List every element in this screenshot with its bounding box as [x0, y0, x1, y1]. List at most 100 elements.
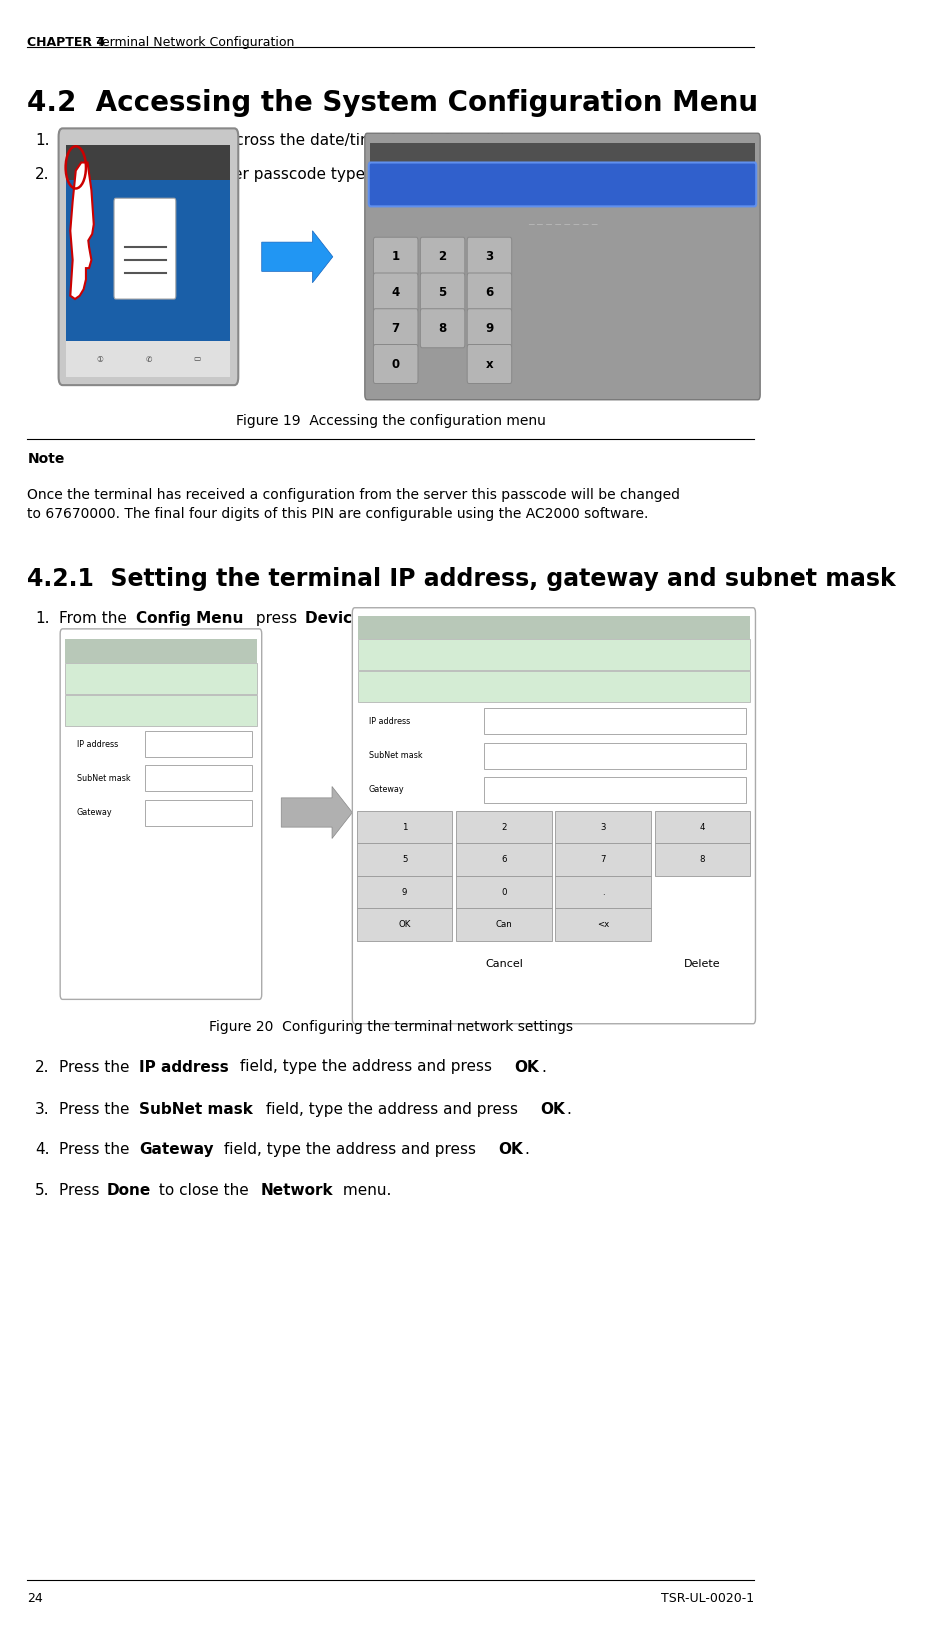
Text: .: . [602, 887, 604, 897]
Text: 2.: 2. [35, 167, 50, 182]
Text: 5.: 5. [35, 1183, 50, 1198]
FancyBboxPatch shape [374, 237, 418, 276]
Text: Can: Can [496, 920, 513, 929]
Bar [144, 800, 252, 826]
Text: OK: OK [540, 1102, 565, 1116]
Text: ^: ^ [246, 707, 252, 715]
Text: .: . [525, 1142, 530, 1157]
Text: to close the: to close the [154, 1183, 254, 1198]
Text: SubNet mask: SubNet mask [139, 1102, 253, 1116]
Text: Figure 20  Configuring the terminal network settings: Figure 20 Configuring the terminal netwo… [209, 1020, 573, 1035]
FancyBboxPatch shape [456, 811, 551, 843]
Bar [358, 639, 750, 669]
Text: : Terminal Network Configuration: : Terminal Network Configuration [84, 36, 294, 49]
Text: Press the: Press the [59, 1142, 134, 1157]
Bar [144, 765, 252, 791]
Text: 8: 8 [700, 855, 705, 864]
Text: 255.255.240.0: 255.255.240.0 [172, 775, 226, 782]
Text: 08:46:14: 08:46:14 [115, 158, 156, 167]
Text: ▭: ▭ [194, 354, 200, 364]
Text: 5: 5 [438, 286, 447, 299]
Text: IP address: IP address [369, 717, 410, 726]
Bar [65, 639, 257, 663]
Text: When prompted to enter passcode type 67679999.: When prompted to enter passcode type 676… [59, 167, 452, 182]
FancyBboxPatch shape [60, 629, 261, 999]
FancyBboxPatch shape [467, 344, 512, 384]
Bar [358, 671, 750, 702]
Text: Done: Done [230, 647, 251, 655]
Text: Network: Network [389, 682, 430, 691]
Bar [484, 743, 746, 769]
FancyBboxPatch shape [420, 309, 464, 348]
Text: menu.: menu. [338, 1183, 392, 1198]
Text: .: . [542, 611, 547, 626]
Text: OK: OK [398, 920, 411, 929]
Text: 3.: 3. [35, 1102, 50, 1116]
FancyBboxPatch shape [420, 273, 464, 312]
Text: 8: 8 [438, 322, 447, 335]
Text: 4.: 4. [35, 1142, 50, 1157]
FancyBboxPatch shape [456, 843, 551, 876]
FancyBboxPatch shape [555, 876, 650, 908]
Text: TSR settings: TSR settings [370, 622, 420, 632]
FancyBboxPatch shape [357, 811, 452, 843]
Text: 1.: 1. [35, 611, 50, 626]
Text: Done: Done [107, 1183, 151, 1198]
Bar [370, 143, 754, 166]
Text: ^: ^ [740, 682, 747, 691]
Text: x: x [485, 358, 494, 370]
Bar [144, 731, 252, 757]
Polygon shape [70, 162, 93, 299]
FancyBboxPatch shape [357, 876, 452, 908]
FancyBboxPatch shape [352, 608, 755, 1024]
Text: 4: 4 [700, 822, 705, 832]
Text: Note: Note [27, 452, 65, 466]
FancyBboxPatch shape [555, 811, 650, 843]
Text: 4: 4 [392, 286, 400, 299]
Text: Gateway: Gateway [369, 785, 404, 795]
FancyBboxPatch shape [374, 273, 418, 312]
FancyBboxPatch shape [59, 128, 238, 385]
Text: <x: <x [597, 920, 609, 929]
FancyBboxPatch shape [467, 237, 512, 276]
Text: 00010: 00010 [200, 158, 228, 167]
Text: .: . [566, 1102, 572, 1116]
Text: Gateway: Gateway [76, 808, 112, 817]
Text: 0: 0 [501, 887, 507, 897]
Bar [66, 180, 230, 341]
FancyBboxPatch shape [374, 344, 418, 384]
Text: _ _ _ _ _ _ _ _: _ _ _ _ _ _ _ _ [528, 214, 598, 224]
Bar [484, 708, 746, 734]
Text: 1.: 1. [35, 133, 50, 148]
Text: Slowly swipe a finger across the date/time from left to right.: Slowly swipe a finger across the date/ti… [59, 133, 520, 148]
Bar [65, 663, 257, 694]
FancyBboxPatch shape [357, 843, 452, 876]
Text: Figure 19  Accessing the configuration menu: Figure 19 Accessing the configuration me… [236, 414, 546, 429]
Bar [65, 696, 257, 726]
FancyBboxPatch shape [555, 908, 650, 941]
Text: ^: ^ [740, 650, 747, 658]
Text: ✆: ✆ [145, 354, 152, 364]
Text: Network: Network [261, 1183, 333, 1198]
Text: IP address: IP address [139, 1060, 228, 1074]
Text: CHAPTER 4: CHAPTER 4 [27, 36, 106, 49]
FancyBboxPatch shape [467, 273, 512, 312]
Text: press: press [251, 611, 302, 626]
Text: field, type the address and press: field, type the address and press [235, 1060, 497, 1074]
Text: Press: Press [59, 1183, 104, 1198]
Bar [484, 777, 746, 803]
Text: 6: 6 [485, 286, 494, 299]
FancyBboxPatch shape [420, 237, 464, 276]
Text: 6: 6 [501, 855, 507, 864]
FancyBboxPatch shape [114, 198, 176, 299]
Text: 2.: 2. [35, 1060, 50, 1074]
Text: 3: 3 [600, 822, 606, 832]
Text: Network: Network [84, 707, 126, 715]
Text: ①: ① [96, 354, 104, 364]
Text: Cancel: Cancel [485, 959, 523, 968]
Text: IP address: IP address [76, 739, 118, 749]
FancyBboxPatch shape [467, 309, 512, 348]
Text: Device settings: Device settings [84, 674, 160, 682]
FancyArrow shape [281, 786, 352, 838]
FancyBboxPatch shape [374, 309, 418, 348]
